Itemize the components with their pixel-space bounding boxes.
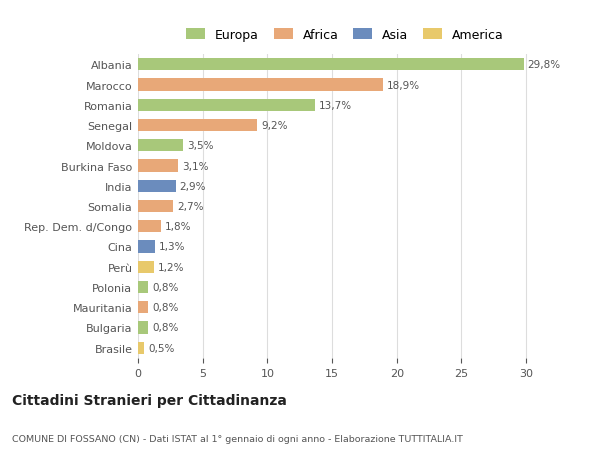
Bar xyxy=(138,201,173,213)
Text: 18,9%: 18,9% xyxy=(386,80,419,90)
Text: 0,5%: 0,5% xyxy=(148,343,175,353)
Text: 13,7%: 13,7% xyxy=(319,101,352,111)
Text: 1,3%: 1,3% xyxy=(158,242,185,252)
Legend: Europa, Africa, Asia, America: Europa, Africa, Asia, America xyxy=(182,25,508,45)
Text: 2,7%: 2,7% xyxy=(177,202,203,212)
Bar xyxy=(138,140,183,152)
Text: 29,8%: 29,8% xyxy=(527,60,560,70)
Bar xyxy=(138,120,257,132)
Text: 1,2%: 1,2% xyxy=(157,262,184,272)
Bar xyxy=(138,160,178,172)
Bar xyxy=(138,180,176,192)
Bar xyxy=(138,322,148,334)
Bar xyxy=(138,281,148,293)
Text: 3,5%: 3,5% xyxy=(187,141,214,151)
Text: 1,8%: 1,8% xyxy=(165,222,191,232)
Text: COMUNE DI FOSSANO (CN) - Dati ISTAT al 1° gennaio di ogni anno - Elaborazione TU: COMUNE DI FOSSANO (CN) - Dati ISTAT al 1… xyxy=(12,434,463,442)
Text: 0,8%: 0,8% xyxy=(152,302,179,313)
Bar xyxy=(138,59,524,71)
Text: 9,2%: 9,2% xyxy=(261,121,287,131)
Bar xyxy=(138,221,161,233)
Text: 0,8%: 0,8% xyxy=(152,282,179,292)
Text: 3,1%: 3,1% xyxy=(182,161,208,171)
Text: 0,8%: 0,8% xyxy=(152,323,179,333)
Text: Cittadini Stranieri per Cittadinanza: Cittadini Stranieri per Cittadinanza xyxy=(12,393,287,407)
Bar xyxy=(138,241,155,253)
Text: 2,9%: 2,9% xyxy=(179,181,206,191)
Bar xyxy=(138,302,148,313)
Bar xyxy=(138,79,383,91)
Bar xyxy=(138,342,145,354)
Bar xyxy=(138,261,154,273)
Bar xyxy=(138,100,315,112)
